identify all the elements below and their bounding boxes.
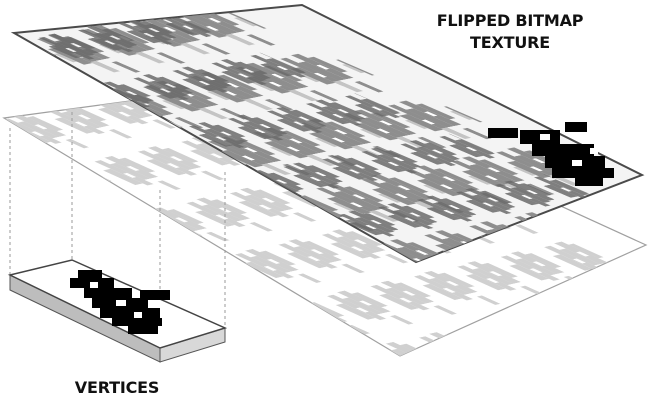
projection-lines bbox=[9, 112, 226, 348]
texture-label: FLIPPED BITMAP TEXTURE bbox=[420, 10, 600, 54]
texture-label-line2: TEXTURE bbox=[470, 33, 550, 52]
texture-corner-sprite bbox=[488, 122, 614, 186]
vertices-label: VERTICES bbox=[74, 378, 160, 397]
vertices-sprite bbox=[70, 270, 170, 334]
vertices-slab bbox=[7, 259, 228, 363]
texture-label-line1: FLIPPED BITMAP bbox=[436, 11, 584, 30]
